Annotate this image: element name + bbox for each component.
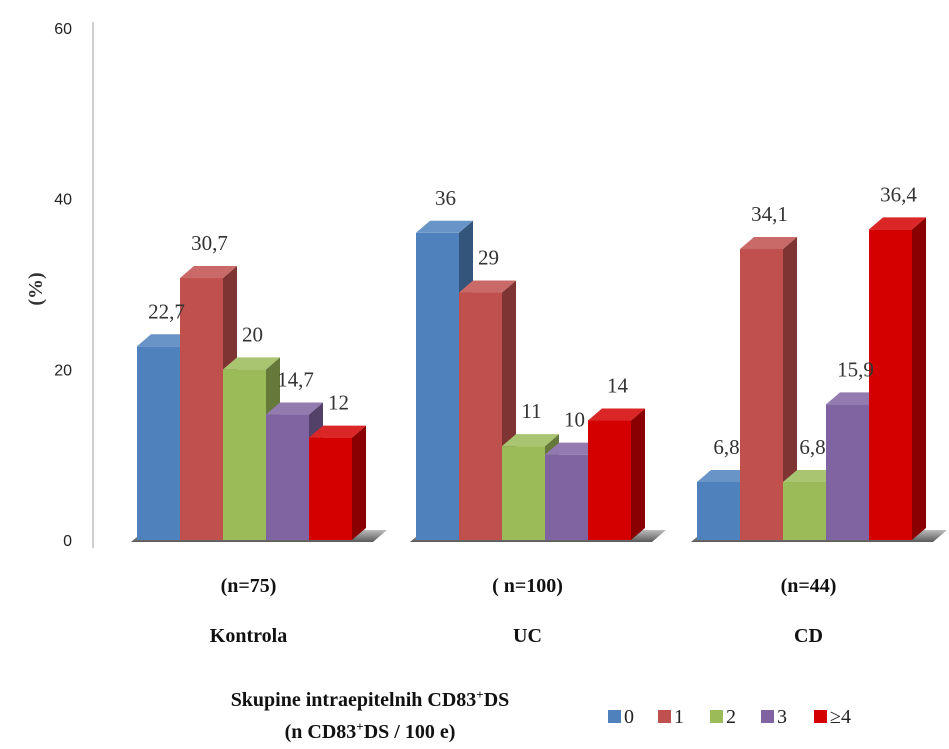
y-axis-ticks: 0 20 40 60 <box>54 21 72 550</box>
y-tick-label: 20 <box>54 362 72 379</box>
data-label: 22,7 <box>148 299 185 323</box>
legend-label: 0 <box>624 706 634 728</box>
bar-front <box>180 278 223 540</box>
bar-side <box>912 217 926 541</box>
y-axis-label: (%) <box>25 272 47 305</box>
legend-label: 2 <box>726 706 736 728</box>
data-label: 14,7 <box>277 368 314 392</box>
bar-top <box>502 434 559 447</box>
bar-front <box>137 346 180 540</box>
category-name-label: UC <box>513 625 542 647</box>
bar-front <box>697 481 740 540</box>
category-labels: (n=75) Kontrola ( n=100) UC (n=44) CD <box>210 575 837 647</box>
bar-front <box>309 437 352 540</box>
bar-front <box>826 404 869 540</box>
data-label: 14 <box>607 374 629 398</box>
legend-item: ≥4 <box>814 706 851 728</box>
y-tick-label: 0 <box>63 533 72 550</box>
bar-front <box>740 249 783 540</box>
data-label: 34,1 <box>751 202 788 226</box>
bar-top <box>740 237 797 250</box>
bar-front <box>783 481 826 540</box>
bar-top <box>869 217 926 230</box>
y-tick-label: 40 <box>54 192 72 209</box>
bar-top <box>545 442 602 455</box>
data-label: 12 <box>328 391 349 415</box>
bars-layer <box>137 217 926 541</box>
category-n-label: (n=75) <box>221 575 277 597</box>
category-n-label: ( n=100) <box>492 575 563 597</box>
bar-top <box>826 392 883 405</box>
bar <box>309 425 366 540</box>
bar-top <box>266 402 323 415</box>
bar-front <box>869 229 912 541</box>
category-name-label: CD <box>794 625 823 647</box>
bar-side <box>631 408 645 540</box>
legend-item: 2 <box>710 706 736 728</box>
legend-label: 1 <box>674 706 684 728</box>
data-label: 6,8 <box>799 435 825 459</box>
legend-swatch <box>814 710 827 723</box>
bar-top <box>697 469 754 482</box>
bar-side <box>352 425 366 540</box>
data-label: 29 <box>478 246 499 270</box>
legend-swatch <box>608 710 621 723</box>
legend-item: 0 <box>608 706 634 728</box>
x-axis-title-line1: Skupine intraepitelnih CD83+DS <box>231 687 510 712</box>
bar-top <box>588 408 645 421</box>
legend-swatch <box>658 710 671 723</box>
data-label: 20 <box>242 322 263 346</box>
x-axis-title-line2: (n CD83+DS / 100 e) <box>285 719 456 744</box>
data-label: 36 <box>435 186 456 210</box>
bar-front <box>502 446 545 540</box>
bar <box>588 408 645 540</box>
legend-item: 1 <box>658 706 684 728</box>
bar-front <box>223 369 266 540</box>
bar-top <box>309 425 366 438</box>
legend-item: 3 <box>761 706 787 728</box>
bar <box>740 237 797 540</box>
bar-front <box>459 292 502 540</box>
data-label: 36,4 <box>880 182 917 206</box>
bar-top <box>416 220 473 233</box>
data-label: 15,9 <box>837 357 874 381</box>
bar-top <box>783 469 840 482</box>
legend-label: ≥4 <box>830 706 851 728</box>
bar <box>869 217 926 541</box>
legend-label: 3 <box>777 706 787 728</box>
legend: 0 1 2 3 ≥4 <box>608 706 851 728</box>
category-name-label: Kontrola <box>210 625 287 647</box>
bar-side <box>783 237 797 540</box>
bar-top <box>137 334 194 347</box>
data-label: 30,7 <box>191 231 228 255</box>
bar-top <box>459 280 516 293</box>
bar-front <box>416 232 459 541</box>
data-label: 6,8 <box>713 435 739 459</box>
bar-top <box>223 357 280 370</box>
bar-front <box>266 414 309 540</box>
bar-front <box>588 420 631 540</box>
bar-top <box>180 266 237 279</box>
category-n-label: (n=44) <box>781 575 837 597</box>
legend-swatch <box>710 710 723 723</box>
data-label: 11 <box>521 399 541 423</box>
legend-swatch <box>761 710 774 723</box>
bar-front <box>545 454 588 540</box>
data-label: 10 <box>564 408 585 432</box>
data-labels-layer: 22,7 36 6,8 30,7 29 34,1 20 11 6,8 14,7 10 15,9 12 14… <box>148 182 917 459</box>
y-tick-label: 60 <box>54 21 72 38</box>
